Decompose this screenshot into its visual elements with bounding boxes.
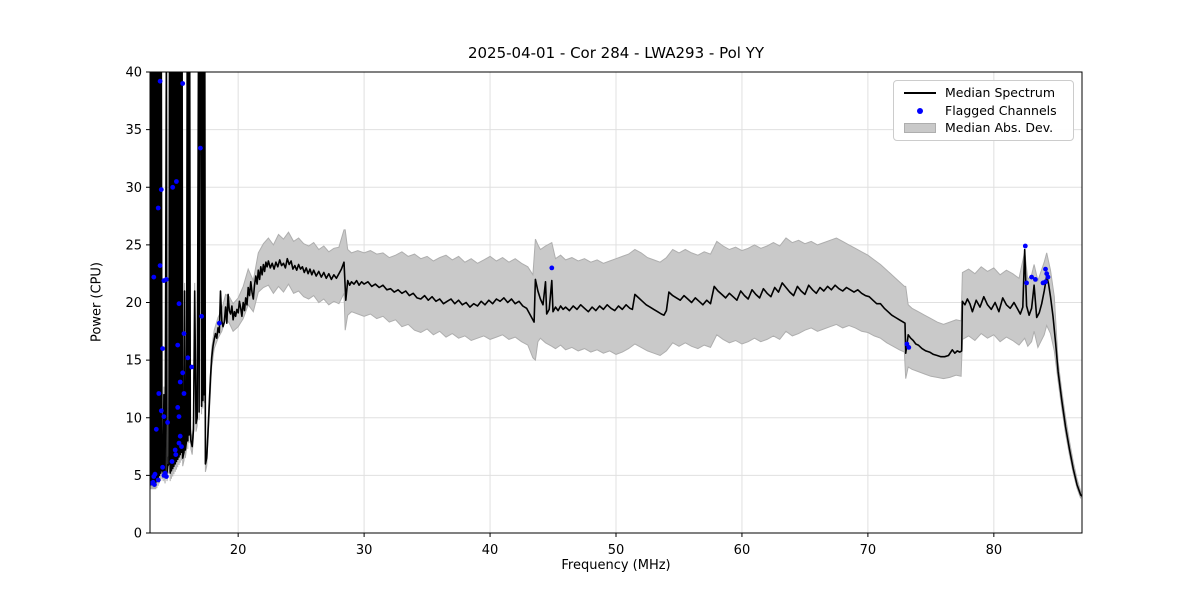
flagged-channel-dot — [179, 444, 184, 449]
flagged-channel-dot — [1029, 274, 1034, 280]
flagged-channel-dot — [155, 477, 161, 483]
flagged-channel-dot — [172, 447, 178, 453]
legend-label: Flagged Channels — [945, 102, 1057, 118]
flagged-channel-dot — [151, 274, 157, 280]
flagged-channel-dot — [216, 320, 222, 326]
flagged-channel-dot — [158, 187, 164, 193]
flagged-channel-dot — [198, 145, 203, 151]
y-tick-label: 0 — [134, 527, 142, 542]
flagged-channel-dot — [152, 471, 158, 477]
flagged-channel-dot — [1024, 280, 1029, 286]
flagged-channel-dot — [160, 346, 166, 351]
flagged-channel-dot — [156, 391, 162, 396]
y-tick-label: 10 — [125, 411, 142, 426]
flagged-channel-dot — [160, 464, 166, 470]
flagged-channel-dot — [181, 391, 187, 396]
flagged-dot-swatch-icon — [904, 107, 936, 114]
flagged-channel-dot — [177, 433, 183, 439]
y-tick-label: 25 — [125, 238, 142, 253]
flagged-channel-dot — [180, 370, 186, 376]
x-tick-label: 20 — [230, 543, 247, 558]
flagged-channel-dot — [165, 420, 171, 425]
y-tick-label: 5 — [134, 469, 142, 484]
flagged-channel-dot — [176, 301, 182, 307]
x-tick-label: 30 — [356, 543, 373, 558]
flagged-channel-dot — [157, 78, 163, 84]
x-tick-label: 40 — [482, 543, 499, 558]
flagged-channel-dot — [181, 331, 187, 336]
flagged-channel-dot — [176, 414, 182, 419]
flagged-channel-dot — [185, 355, 191, 361]
legend-entry-median-abs-dev: Median Abs. Dev. — [894, 120, 1073, 136]
y-axis-label: Power (CPU) — [89, 261, 105, 343]
chart-title: 2025-04-01 - Cor 284 - LWA293 - Pol YY — [467, 44, 765, 62]
x-tick-label: 60 — [734, 543, 751, 558]
flagged-channel-dot — [174, 179, 179, 184]
legend-entry-flagged-channels: Flagged Channels — [894, 103, 1073, 119]
flagged-channel-dot — [161, 414, 167, 419]
y-tick-label: 30 — [125, 181, 142, 196]
median-line-swatch-icon — [904, 91, 936, 94]
flagged-channel-dot — [1033, 277, 1038, 282]
flagged-channel-dot — [175, 342, 181, 348]
legend-label: Median Spectrum — [945, 84, 1056, 100]
flagged-channel-dot — [155, 205, 161, 211]
median-spectrum-line — [150, 72, 1082, 497]
x-tick-label: 80 — [986, 543, 1003, 558]
y-tick-label: 40 — [125, 66, 142, 81]
flagged-channel-dot — [1022, 243, 1028, 249]
x-tick-label: 70 — [860, 543, 877, 558]
flagged-channel-dot — [177, 379, 183, 385]
flagged-channel-dot — [170, 184, 176, 190]
flagged-channel-dot — [906, 345, 912, 350]
flagged-channel-dot — [199, 313, 205, 319]
flagged-channel-dot — [1045, 274, 1051, 280]
flagged-channel-dot — [1043, 279, 1048, 285]
flagged-channel-dot — [173, 452, 179, 457]
x-axis-label: Frequency (MHz) — [561, 558, 671, 573]
x-tick-label: 50 — [608, 543, 625, 558]
flagged-channel-dot — [549, 265, 555, 271]
y-tick-label: 20 — [125, 296, 142, 311]
flagged-channel-dot — [1043, 266, 1048, 272]
legend-entry-median-spectrum: Median Spectrum — [894, 85, 1073, 101]
legend-label: Median Abs. Dev. — [945, 120, 1054, 136]
flagged-channel-dot — [189, 364, 195, 370]
flagged-channel-dot — [169, 459, 175, 464]
flagged-channel-dot — [164, 474, 169, 479]
mad-band-swatch-icon — [904, 123, 936, 134]
flagged-channel-dot — [164, 277, 169, 282]
y-tick-label: 15 — [125, 354, 142, 369]
flagged-channel-dot — [152, 482, 157, 487]
legend: Median Spectrum Flagged Channels Median … — [893, 80, 1074, 141]
flagged-channel-dot — [158, 408, 164, 414]
flagged-channel-dot — [175, 405, 181, 410]
flagged-channel-dot — [157, 263, 163, 268]
flagged-channel-dot — [176, 440, 182, 446]
flagged-channel-dot — [153, 426, 159, 432]
flagged-channel-dot — [180, 81, 186, 86]
y-tick-label: 35 — [125, 123, 142, 138]
